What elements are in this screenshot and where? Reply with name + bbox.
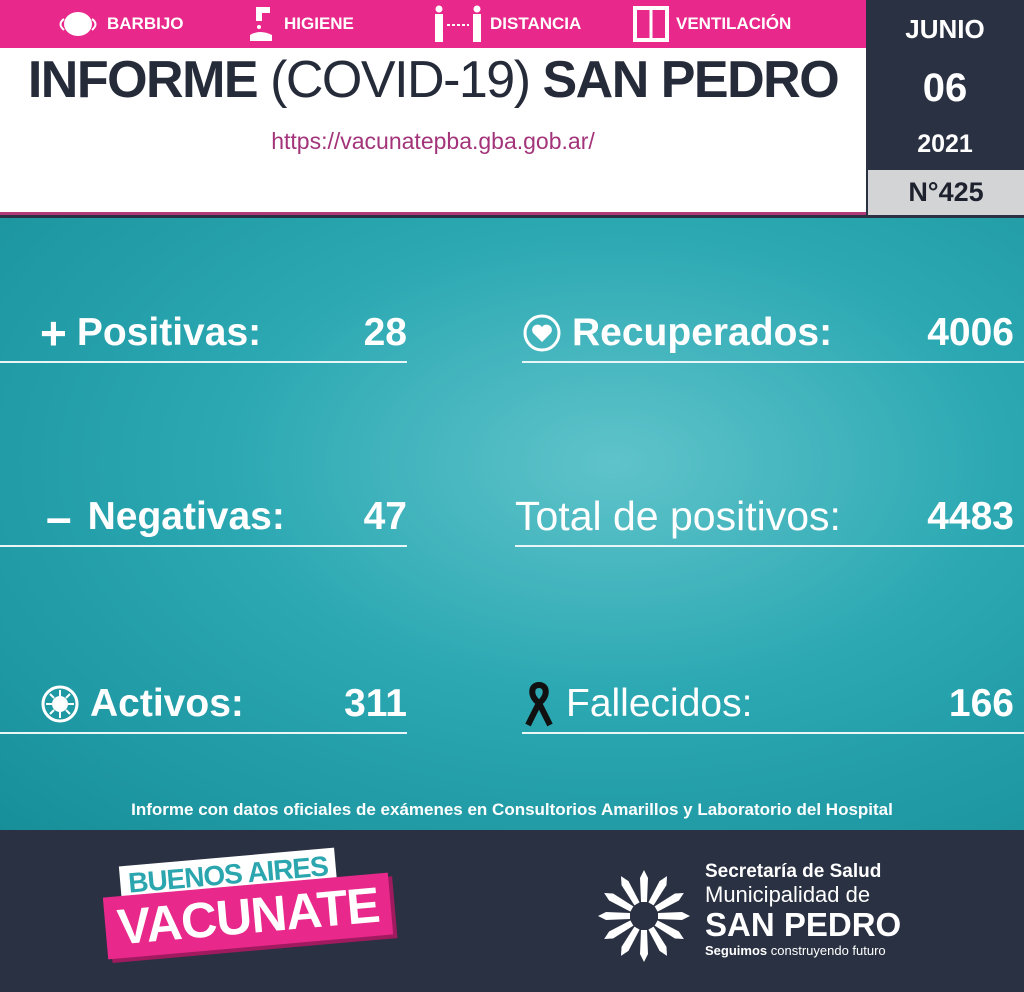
stat-label: Total de positivos:	[515, 493, 841, 539]
logo-spoke	[621, 876, 640, 906]
logo-spoke	[658, 912, 690, 920]
report-number: N°425	[868, 170, 1024, 215]
title-part: SAN PEDRO	[542, 51, 840, 109]
stat-value: 47	[363, 494, 407, 538]
stat-label: Positivas:	[76, 311, 262, 354]
tip-label: DISTANCIA	[490, 14, 582, 33]
muni-slogan: Seguimos construyendo futuro	[705, 944, 901, 957]
stat-value: 166	[948, 682, 1014, 725]
header-box	[0, 48, 866, 215]
title-part: (COVID-19)	[270, 51, 531, 109]
stat-negativas: – Negativas: 47	[0, 488, 407, 547]
mask-icon	[59, 12, 97, 36]
muni-line: Municipalidad de	[705, 882, 871, 907]
data-source-note: Informe con datos oficiales de exámenes …	[131, 800, 893, 819]
logo-spoke	[648, 926, 667, 956]
muni-line: SAN PEDRO	[705, 906, 902, 943]
slogan-bold: Seguimos	[705, 943, 768, 958]
tip-label: BARBIJO	[107, 14, 184, 33]
stats-background	[0, 218, 1024, 830]
logo-spoke	[648, 876, 667, 906]
stat-recuperados: Recuperados: 4006	[522, 305, 1024, 363]
municipality-block: Secretaría de Salud Municipalidad de SAN…	[705, 862, 901, 957]
virus-icon	[41, 685, 79, 723]
logo-spoke	[640, 870, 648, 902]
stat-activos: Activos: 311	[0, 676, 407, 734]
stat-label: Activos:	[90, 682, 244, 725]
tip-ventilacion: VENTILACIÓN	[632, 0, 791, 48]
vaccine-url[interactable]: https://vacunatepba.gba.gob.ar/	[271, 128, 595, 154]
stat-total-positivos: Total de positivos: 4483	[515, 488, 1024, 547]
window-icon	[633, 6, 669, 42]
mourning-ribbon-icon	[525, 682, 553, 727]
tip-distancia: DISTANCIA	[432, 0, 581, 48]
logo-spoke	[604, 893, 634, 912]
muni-line: Secretaría de Salud	[705, 861, 882, 882]
stat-value: 4483	[927, 494, 1014, 538]
minus-icon: –	[46, 490, 72, 543]
date-month: JUNIO	[905, 14, 985, 44]
stat-label: Fallecidos:	[566, 682, 753, 725]
stat-label: Recuperados:	[572, 311, 833, 354]
plus-icon: +	[40, 307, 67, 359]
municipality-logo-icon	[598, 870, 690, 962]
stat-fallecidos: Fallecidos: 166	[522, 676, 1024, 734]
logo-spoke	[640, 930, 648, 962]
tip-higiene: HIGIENE	[248, 0, 354, 48]
tip-label: HIGIENE	[284, 14, 354, 33]
stat-value: 28	[363, 311, 407, 354]
tips-bar	[0, 0, 866, 48]
heart-icon	[523, 314, 561, 352]
tip-label: VENTILACIÓN	[676, 14, 792, 33]
date-box: JUNIO 06 2021	[866, 0, 1024, 170]
logo-spoke	[598, 912, 630, 920]
logo-spoke	[621, 926, 640, 956]
stat-label: Negativas:	[87, 494, 285, 538]
distance-icon	[435, 5, 481, 42]
stat-value: 311	[344, 682, 407, 725]
title-part: INFORME	[27, 51, 259, 109]
logo-spoke	[604, 920, 634, 939]
logo-spoke	[654, 893, 684, 912]
date-day: 06	[922, 66, 968, 110]
logo-spoke	[654, 920, 684, 939]
stat-positivas: + Positivas: 28	[0, 305, 407, 363]
slogan-text: construyendo futuro	[770, 943, 886, 958]
handwash-icon	[250, 7, 272, 41]
page-title: INFORME (COVID-19) SAN PEDRO	[0, 50, 866, 110]
tip-barbijo: BARBIJO	[55, 0, 184, 48]
date-year: 2021	[917, 130, 973, 158]
stat-value: 4006	[927, 311, 1014, 354]
